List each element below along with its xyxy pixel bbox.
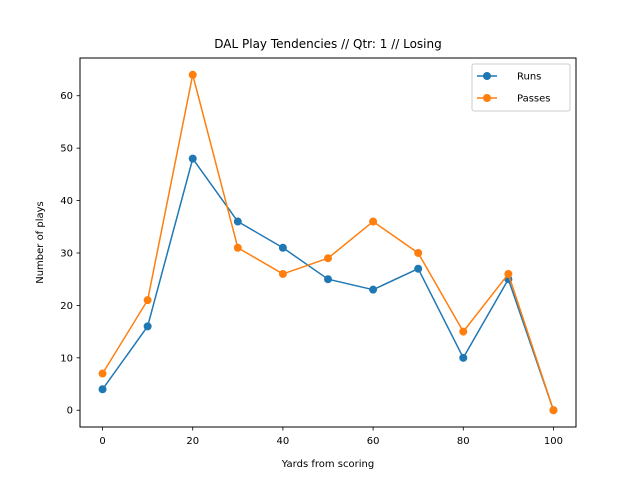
data-point [324, 275, 332, 284]
x-axis-label: Yards from scoring [281, 459, 374, 470]
y-axis: 0 10 20 30 40 50 60 [60, 91, 80, 417]
y-tick-label: 20 [60, 301, 73, 312]
x-tick-label: 0 [99, 436, 105, 447]
plot-area [79, 57, 577, 428]
legend-label-runs: Runs [517, 72, 541, 83]
data-point [233, 243, 242, 252]
data-point [143, 296, 152, 305]
y-tick-label: 60 [60, 91, 73, 102]
series-passes [98, 70, 558, 415]
data-point [278, 243, 287, 252]
y-tick-label: 40 [60, 196, 73, 207]
data-point [188, 70, 197, 79]
y-tick-label: 0 [67, 406, 73, 417]
x-tick-label: 20 [186, 436, 199, 447]
y-tick-label: 50 [60, 144, 73, 155]
series-runs [98, 154, 558, 415]
data-point [324, 254, 332, 263]
x-tick-label: 100 [544, 436, 563, 447]
y-tick-label: 10 [60, 353, 73, 364]
series-layer [98, 70, 558, 415]
data-point [369, 217, 378, 226]
data-point [549, 406, 558, 415]
legend-label-passes: Passes [517, 94, 551, 105]
x-axis: 0 20 40 60 80 100 [99, 427, 563, 447]
legend-marker-runs [483, 72, 491, 80]
x-tick-label: 40 [277, 436, 290, 447]
y-tick-label: 30 [60, 248, 73, 259]
data-point [98, 369, 107, 378]
data-point [233, 217, 242, 226]
data-point [414, 248, 423, 257]
data-point [188, 154, 197, 163]
series-line-runs [101, 157, 555, 411]
data-point [459, 327, 468, 336]
x-tick-label: 80 [457, 436, 470, 447]
data-point [143, 322, 152, 331]
data-point [459, 353, 468, 362]
x-tick-label: 60 [367, 436, 380, 447]
legend-marker-passes [483, 94, 491, 102]
legend: Runs Passes [471, 63, 571, 112]
chart-title: DAL Play Tendencies // Qtr: 1 // Losing [214, 37, 441, 51]
y-axis-label: Number of plays [35, 201, 46, 284]
data-point [278, 269, 287, 278]
data-point [369, 285, 378, 294]
data-point [414, 264, 423, 273]
data-point [504, 269, 513, 278]
data-point [98, 385, 107, 394]
